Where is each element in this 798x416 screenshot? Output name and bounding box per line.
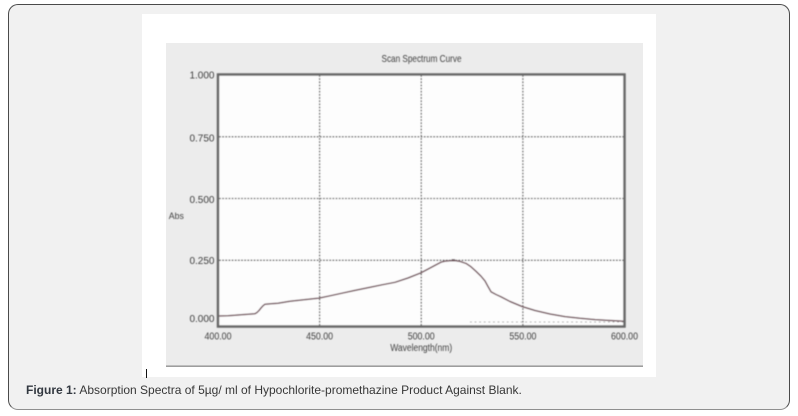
svg-text:0.750: 0.750 bbox=[189, 134, 214, 145]
svg-text:0.000: 0.000 bbox=[189, 314, 214, 325]
svg-text:0.500: 0.500 bbox=[189, 195, 214, 206]
svg-text:600.00: 600.00 bbox=[611, 332, 638, 343]
svg-text:500.00: 500.00 bbox=[408, 332, 435, 343]
svg-text:0.250: 0.250 bbox=[189, 256, 214, 267]
svg-text:Abs: Abs bbox=[169, 211, 184, 222]
svg-text:Scan Spectrum Curve: Scan Spectrum Curve bbox=[382, 53, 462, 65]
svg-text:550.00: 550.00 bbox=[509, 332, 536, 343]
svg-text:1.000: 1.000 bbox=[189, 71, 214, 82]
svg-text:400.00: 400.00 bbox=[205, 332, 232, 343]
svg-text:450.00: 450.00 bbox=[306, 332, 333, 343]
svg-text:Wavelength(nm): Wavelength(nm) bbox=[390, 343, 452, 354]
